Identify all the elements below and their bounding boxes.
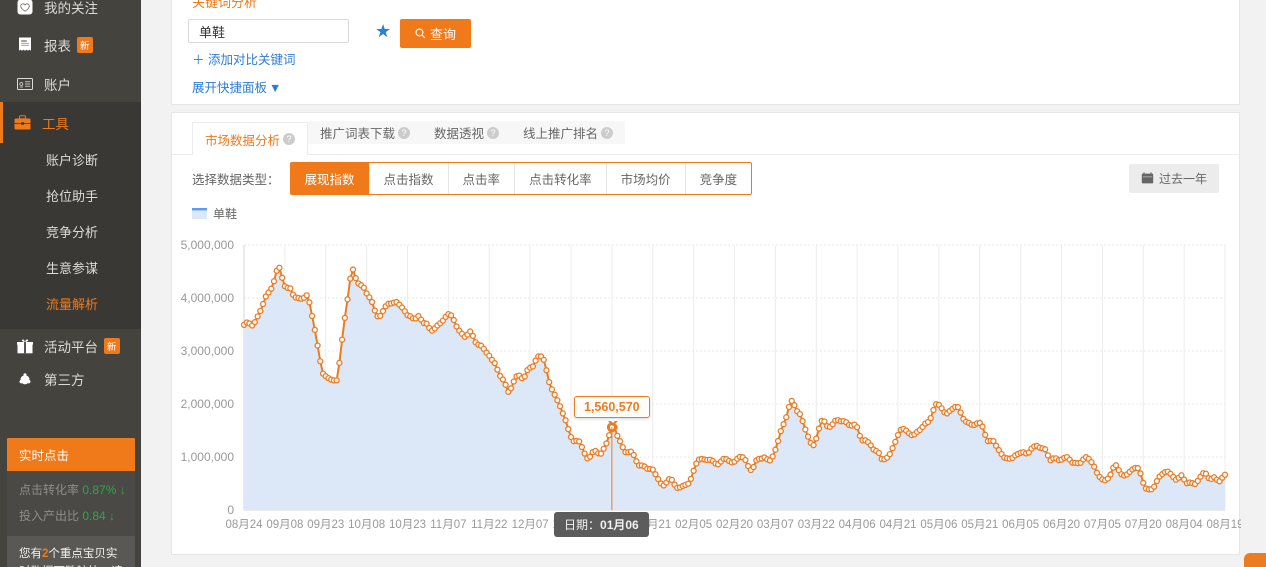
- svg-text:08月19: 08月19: [1206, 519, 1241, 530]
- svg-text:08月24: 08月24: [225, 519, 263, 530]
- svg-text:1,000,000: 1,000,000: [181, 450, 235, 464]
- svg-text:07月05: 07月05: [1084, 519, 1121, 530]
- svg-text:08月04: 08月04: [1166, 519, 1204, 530]
- svg-text:11月22: 11月22: [471, 519, 507, 530]
- svg-text:09月23: 09月23: [307, 519, 344, 530]
- svg-text:04月21: 04月21: [879, 519, 916, 530]
- svg-text:02月05: 02月05: [675, 519, 712, 530]
- svg-text:04月06: 04月06: [839, 519, 876, 530]
- svg-text:02月20: 02月20: [716, 519, 753, 530]
- svg-text:09月08: 09月08: [266, 519, 303, 530]
- svg-text:03月07: 03月07: [757, 519, 794, 530]
- svg-text:10月08: 10月08: [348, 519, 385, 530]
- svg-text:3,000,000: 3,000,000: [181, 344, 235, 358]
- svg-text:12月07: 12月07: [512, 519, 549, 530]
- svg-text:5,000,000: 5,000,000: [181, 238, 235, 252]
- svg-text:4,000,000: 4,000,000: [181, 291, 235, 305]
- svg-text:06月20: 06月20: [1043, 519, 1080, 530]
- svg-text:05月21: 05月21: [961, 519, 998, 530]
- svg-text:06月05: 06月05: [1002, 519, 1039, 530]
- svg-text:2,000,000: 2,000,000: [181, 397, 235, 411]
- svg-text:0: 0: [227, 503, 234, 517]
- svg-text:03月22: 03月22: [798, 519, 835, 530]
- svg-text:10月23: 10月23: [389, 519, 426, 530]
- svg-text:05月06: 05月06: [920, 519, 957, 530]
- svg-text:07月20: 07月20: [1125, 519, 1162, 530]
- svg-text:11月07: 11月07: [430, 519, 466, 530]
